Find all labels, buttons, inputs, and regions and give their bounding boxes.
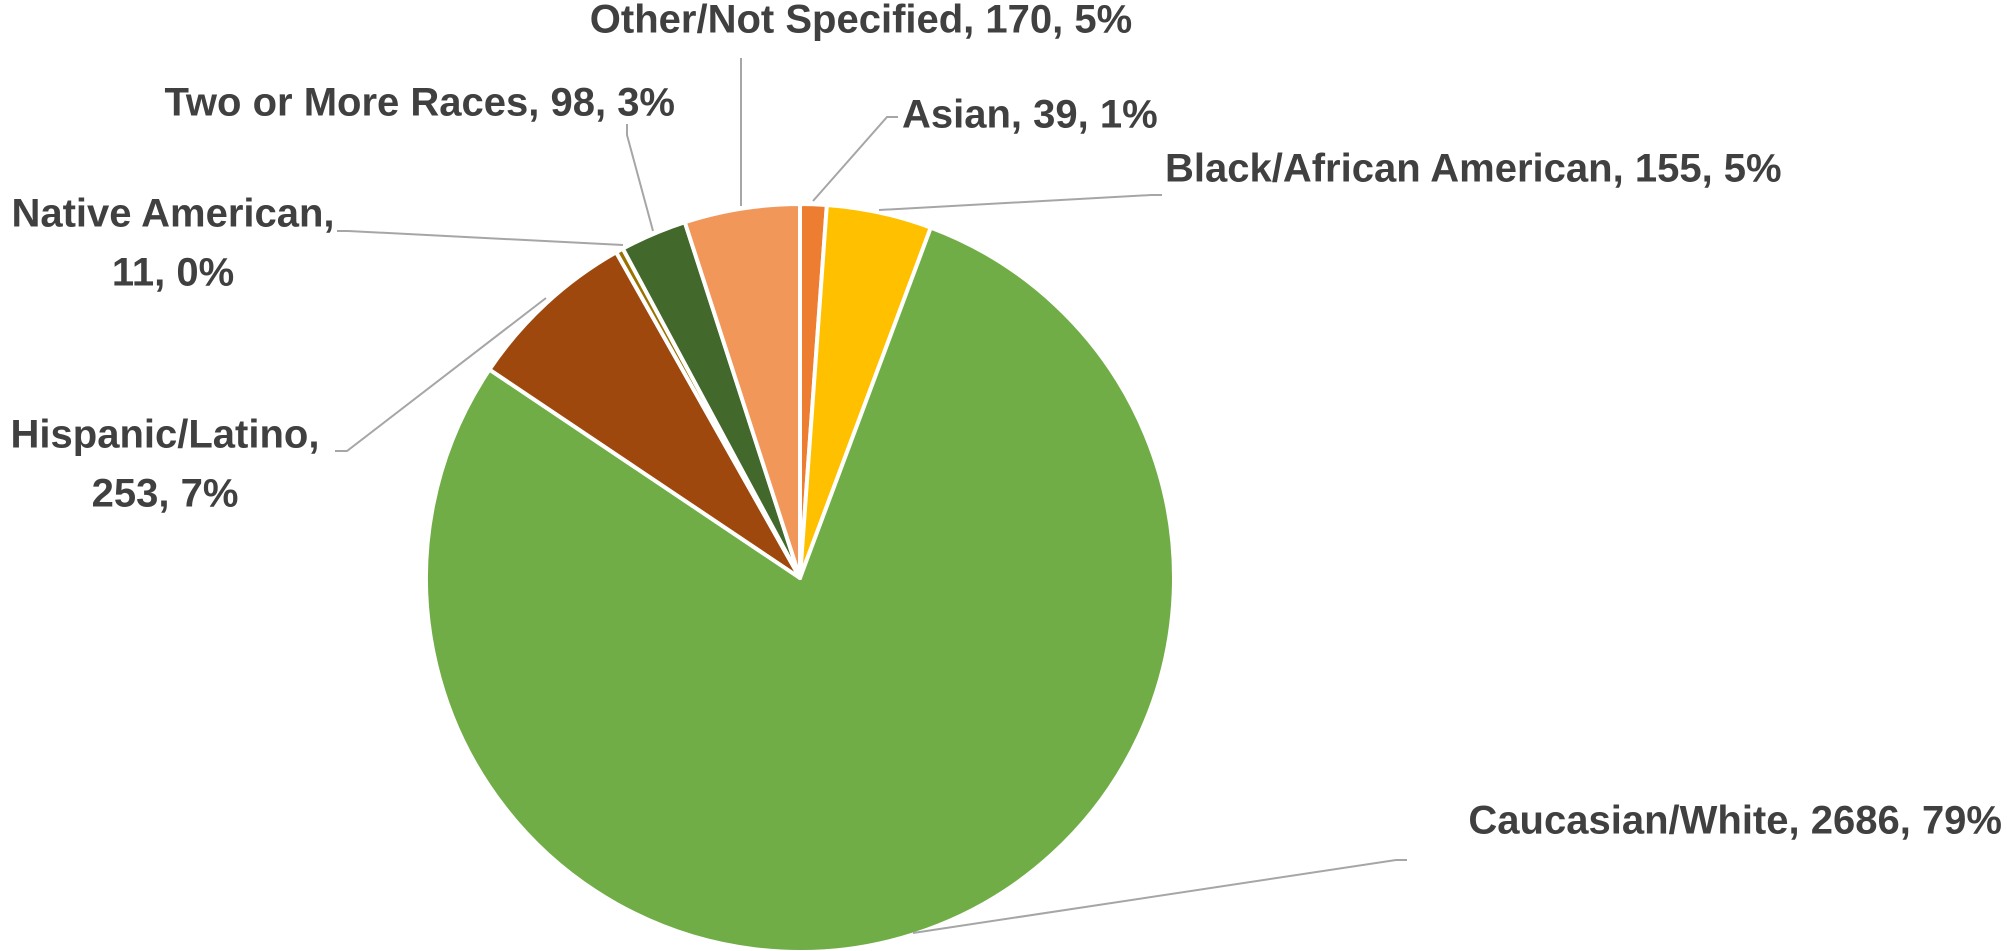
pie-slice-caucasian-white [424, 225, 1176, 951]
data-labels: Asian, 39, 1% Black/African American, 15… [11, 0, 2002, 843]
leader-line-white [912, 859, 1407, 934]
leader-line-two-more [626, 124, 654, 232]
data-label-hispanic-line1: Hispanic/Latino, [11, 413, 320, 457]
leader-line-native [337, 230, 624, 246]
leader-lines [335, 58, 1407, 934]
leader-line-black [878, 194, 1162, 211]
pie-slice-hispanic-latino [487, 250, 802, 580]
data-label-asian: Asian, 39, 1% [902, 93, 1158, 137]
data-label-black: Black/African American, 155, 5% [1165, 147, 1782, 191]
data-label-native-line2: 11, 0% [112, 251, 234, 295]
data-label-two-more: Two or More Races, 98, 3% [164, 81, 675, 125]
leader-line-hispanic [335, 297, 547, 452]
data-label-other: Other/Not Specified, 170, 5% [590, 0, 1132, 42]
pie-slices [424, 201, 1176, 951]
data-label-hispanic-line2: 253, 7% [92, 472, 239, 516]
leader-line-asian [812, 116, 898, 202]
data-label-native-line1: Native American, [11, 192, 334, 236]
pie-slice-other-not-specified [682, 202, 802, 580]
data-label-white: Caucasian/White, 2686, 79% [1468, 799, 2002, 843]
